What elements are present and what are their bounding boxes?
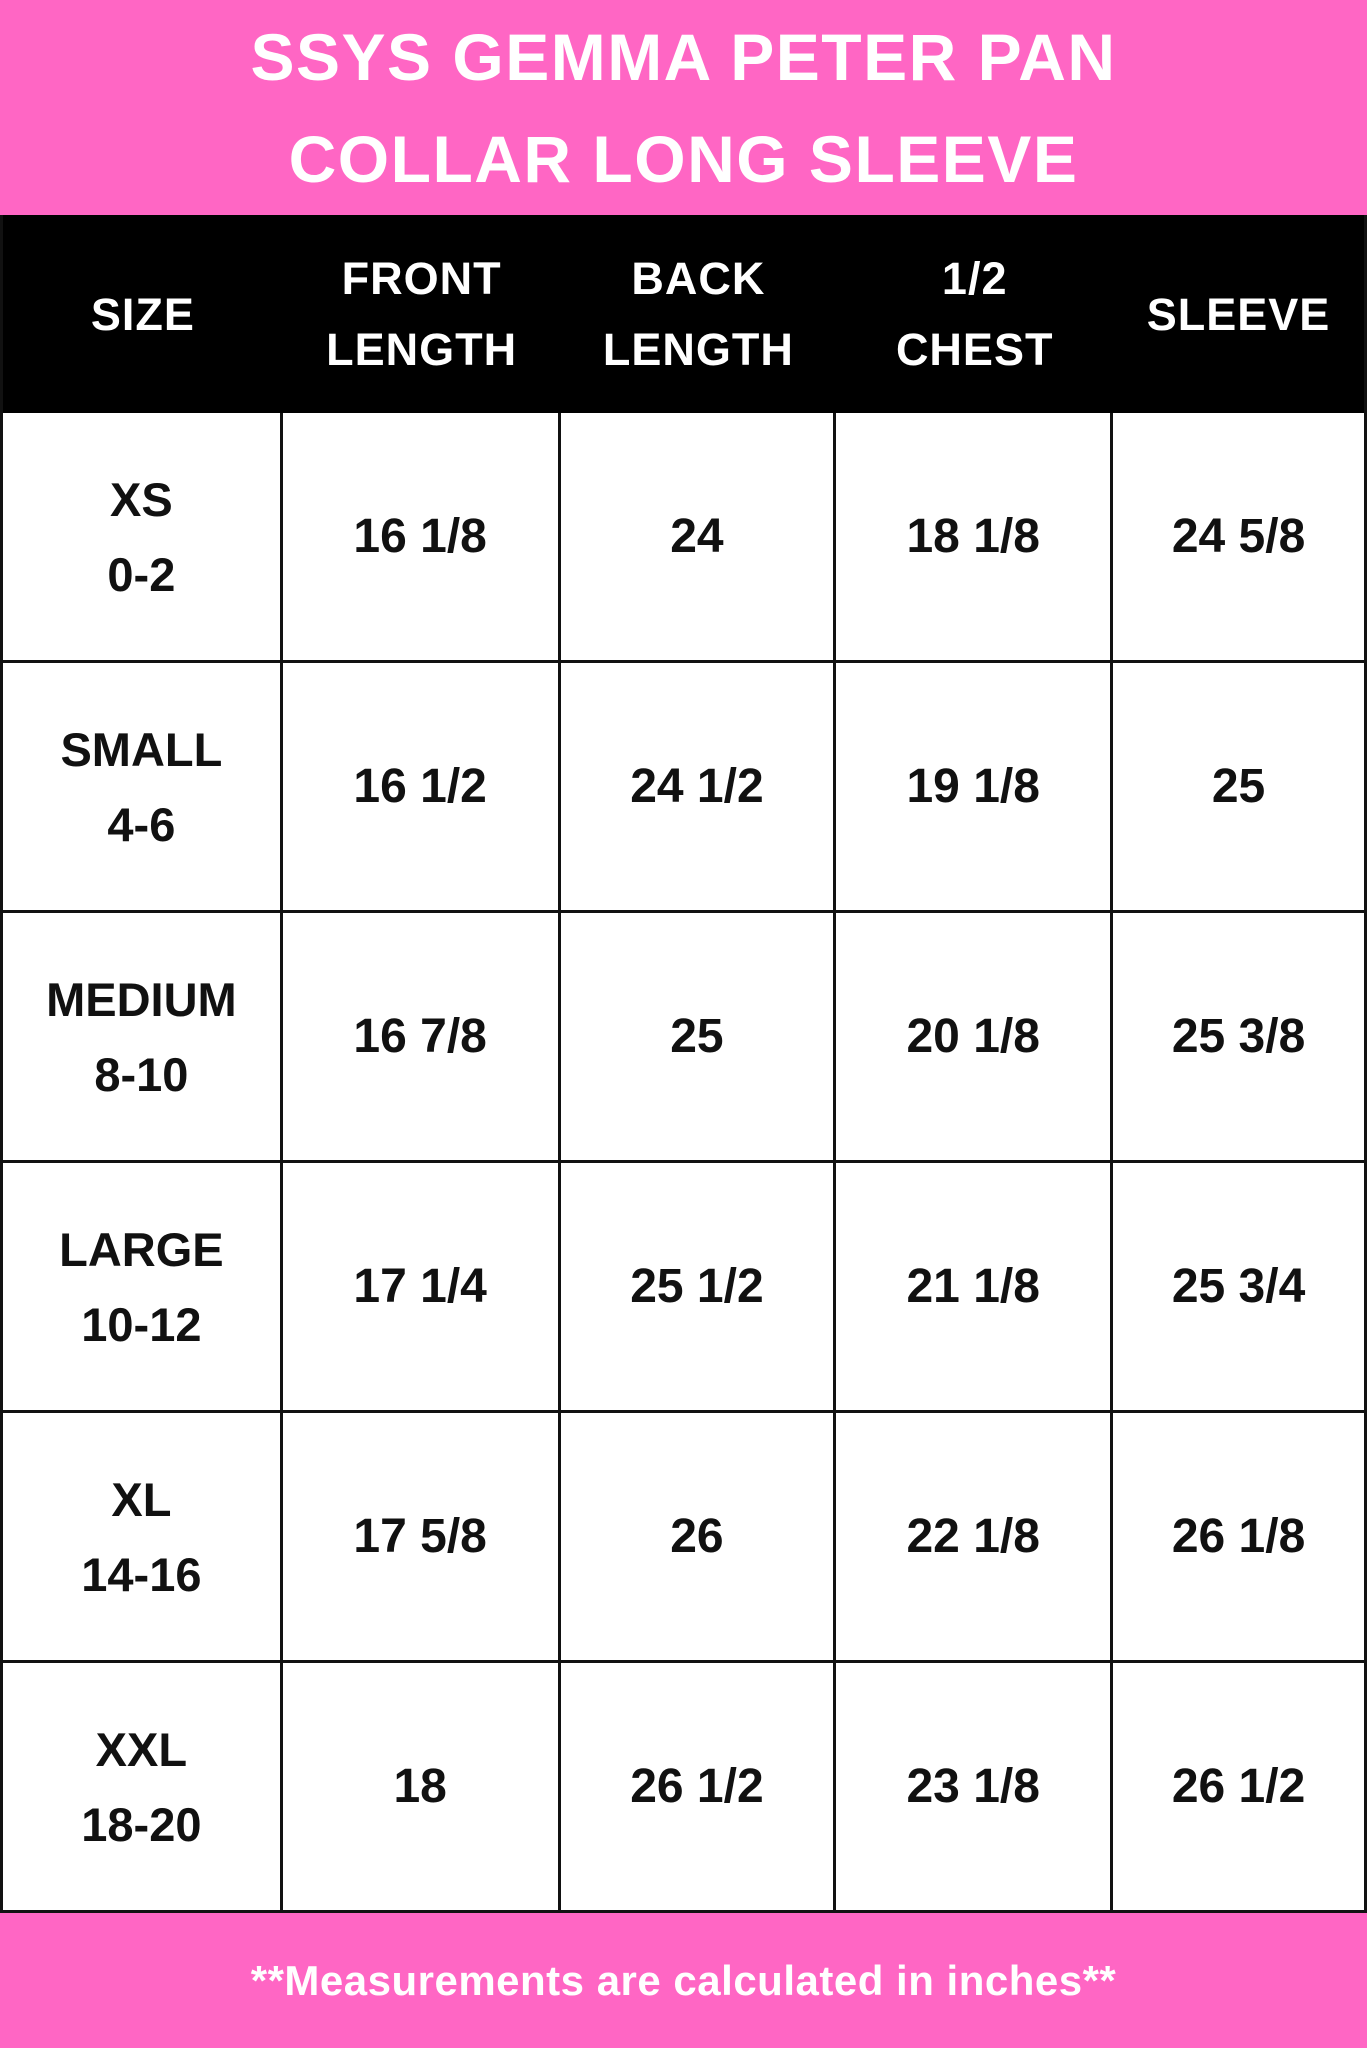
front-length-value: 16 1/8 <box>282 413 561 663</box>
sleeve-value: 26 1/8 <box>1113 1413 1364 1663</box>
page-title-line-1: SSYS GEMMA PETER PAN <box>250 19 1117 94</box>
sleeve-value: 24 5/8 <box>1113 413 1364 663</box>
size-range: 8-10 <box>94 1047 189 1101</box>
size-label: XS <box>110 472 173 526</box>
back-length-value: 26 <box>560 1413 837 1663</box>
title-banner: SSYS GEMMA PETER PAN COLLAR LONG SLEEVE <box>0 0 1367 215</box>
sleeve-value: 26 1/2 <box>1113 1663 1364 1913</box>
sleeve-value: 25 3/4 <box>1113 1163 1364 1413</box>
column-header-label: SIZE <box>90 288 195 340</box>
back-length-value: 25 <box>560 913 837 1163</box>
front-length-value: 16 7/8 <box>282 913 561 1163</box>
size-range: 0-2 <box>107 547 176 601</box>
back-length-value: 25 1/2 <box>560 1163 837 1413</box>
size-cell-xs: XS 0-2 <box>3 413 283 663</box>
size-range: 14-16 <box>81 1547 202 1601</box>
measurement-note: **Measurements are calculated in inches*… <box>250 1956 1117 2004</box>
size-cell-xxl: XXL 18-20 <box>3 1663 283 1913</box>
page-title-line-2: COLLAR LONG SLEEVE <box>288 121 1079 196</box>
column-header-label: CHEST <box>895 324 1054 375</box>
half-chest-value: 19 1/8 <box>836 663 1114 913</box>
size-label: XL <box>111 1472 172 1526</box>
column-header-label: BACK <box>631 253 766 304</box>
half-chest-value: 18 1/8 <box>836 413 1114 663</box>
size-label: XXL <box>95 1722 188 1776</box>
sleeve-value: 25 <box>1113 663 1364 913</box>
size-label: MEDIUM <box>46 972 237 1026</box>
half-chest-value: 21 1/8 <box>836 1163 1114 1413</box>
front-length-value: 17 5/8 <box>282 1413 561 1663</box>
size-label: SMALL <box>60 722 223 776</box>
sleeve-value: 25 3/8 <box>1113 913 1364 1163</box>
column-header-label: 1/2 <box>941 253 1008 304</box>
back-length-value: 24 <box>560 413 837 663</box>
column-header-label: SLEEVE <box>1146 288 1331 340</box>
column-header-sleeve: SLEEVE <box>1113 215 1364 413</box>
half-chest-value: 20 1/8 <box>836 913 1114 1163</box>
column-header-label: LENGTH <box>326 324 518 375</box>
size-cell-small: SMALL 4-6 <box>3 663 283 913</box>
size-range: 10-12 <box>81 1297 202 1351</box>
column-header-size: SIZE <box>3 215 283 413</box>
half-chest-value: 22 1/8 <box>836 1413 1114 1663</box>
column-header-half-chest: 1/2 CHEST <box>836 215 1114 413</box>
column-header-back-length: BACK LENGTH <box>560 215 837 413</box>
back-length-value: 24 1/2 <box>560 663 837 913</box>
size-table: SIZE FRONT LENGTH BACK LENGTH 1/2 CHEST … <box>0 215 1367 1913</box>
size-range: 18-20 <box>81 1797 202 1851</box>
size-cell-medium: MEDIUM 8-10 <box>3 913 283 1163</box>
front-length-value: 18 <box>282 1663 561 1913</box>
footer-banner: **Measurements are calculated in inches*… <box>0 1913 1367 2048</box>
half-chest-value: 23 1/8 <box>836 1663 1114 1913</box>
front-length-value: 17 1/4 <box>282 1163 561 1413</box>
back-length-value: 26 1/2 <box>560 1663 837 1913</box>
size-cell-large: LARGE 10-12 <box>3 1163 283 1413</box>
front-length-value: 16 1/2 <box>282 663 561 913</box>
column-header-front-length: FRONT LENGTH <box>282 215 561 413</box>
column-header-label: LENGTH <box>602 324 794 375</box>
column-header-label: FRONT <box>341 253 502 304</box>
size-range: 4-6 <box>107 797 176 851</box>
size-label: LARGE <box>59 1222 224 1276</box>
size-cell-xl: XL 14-16 <box>3 1413 283 1663</box>
